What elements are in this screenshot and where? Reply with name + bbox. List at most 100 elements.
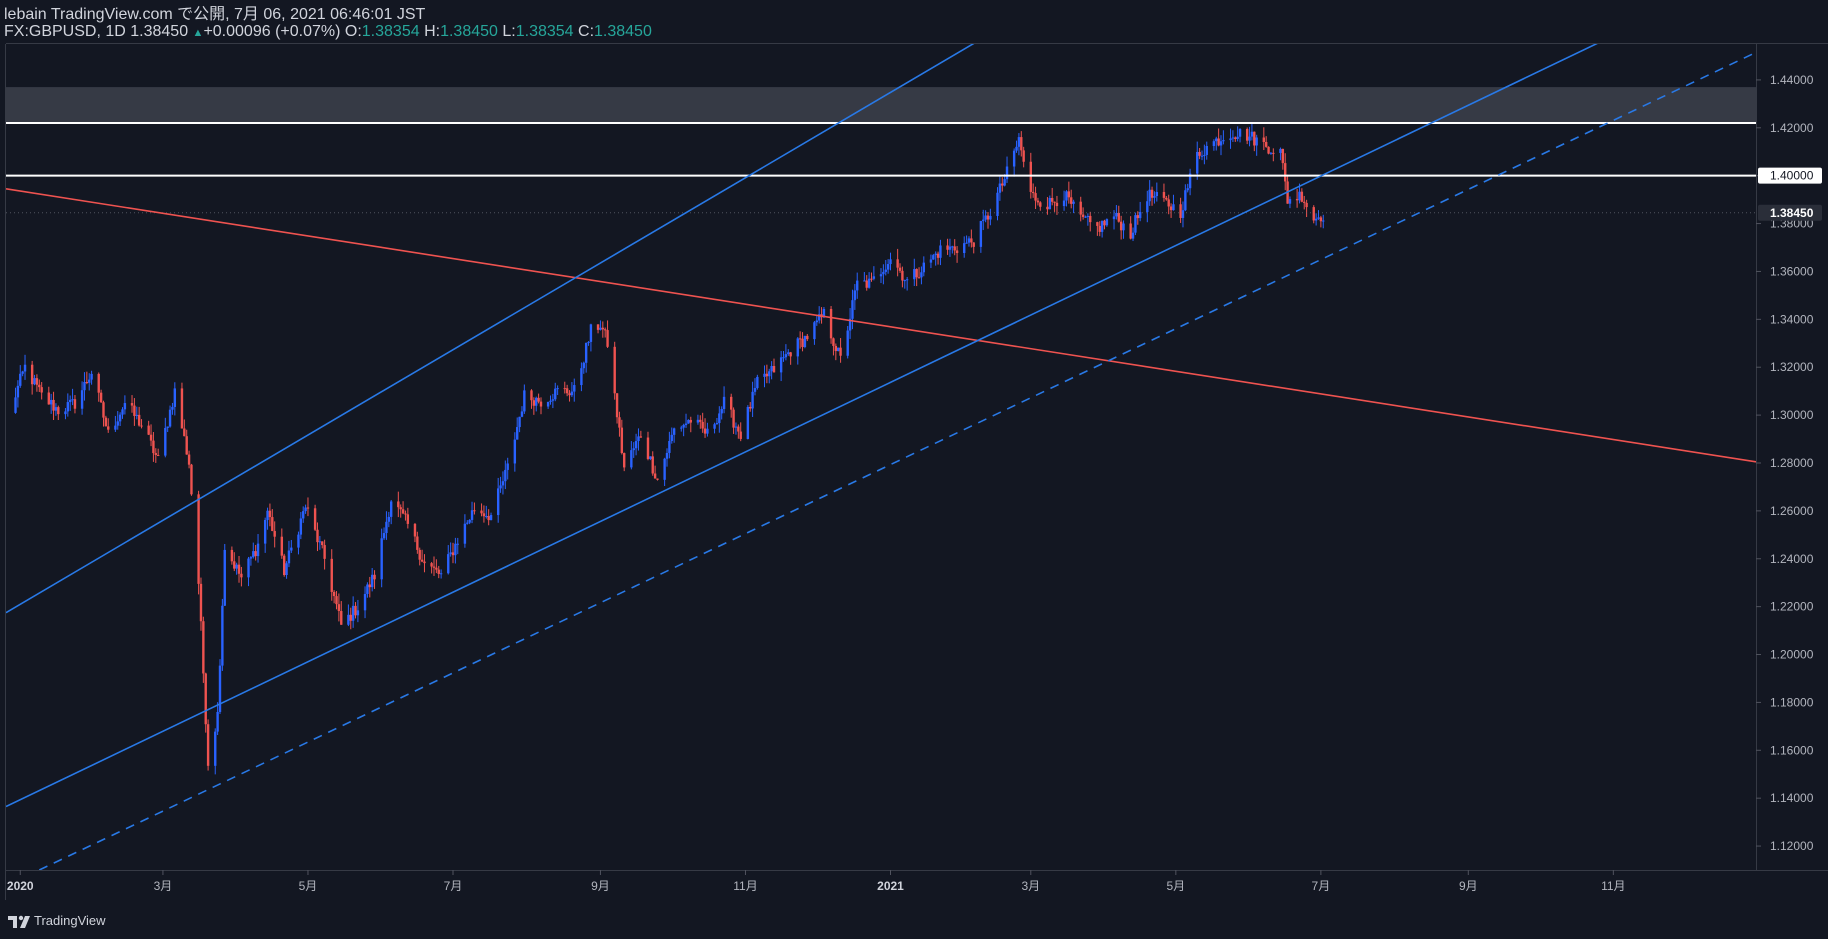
candle	[354, 602, 357, 619]
candle-body	[570, 391, 574, 396]
candle-body	[299, 518, 303, 535]
candle	[380, 528, 383, 588]
candle-body	[447, 554, 450, 574]
candle	[1264, 136, 1268, 148]
candle-body	[1117, 212, 1120, 222]
candle-body	[73, 399, 77, 409]
candle-body	[718, 413, 721, 424]
candle	[863, 272, 866, 282]
candle	[1105, 218, 1109, 227]
candle	[57, 405, 60, 420]
symbol-text[interactable]: FX:GBPUSD, 1D 1.38450	[4, 23, 189, 40]
high-label: H:	[424, 23, 441, 40]
candle-body	[19, 373, 22, 386]
candle-body	[1084, 216, 1087, 218]
candle-body	[404, 513, 407, 515]
candle	[1053, 201, 1056, 212]
candle	[637, 428, 640, 451]
candle	[30, 360, 34, 395]
candle-body	[287, 550, 291, 564]
candle-body	[249, 557, 253, 559]
candle	[168, 405, 172, 428]
candle-body	[263, 519, 267, 544]
price-axis[interactable]: 1.12000 1.14000 1.16000 1.18000 1.20000 1.220…	[1756, 73, 1822, 853]
price-chart[interactable]: 1.12000 1.14000 1.16000 1.18000 1.20000 1.220…	[0, 0, 1828, 900]
candle-body	[806, 335, 809, 340]
candle	[1219, 135, 1223, 156]
candle	[955, 246, 959, 263]
drawings-layer[interactable]	[6, 0, 1756, 870]
candle	[240, 566, 243, 587]
candle-body	[996, 192, 999, 216]
candle	[413, 522, 417, 543]
candle	[1079, 196, 1082, 222]
candle	[772, 358, 776, 373]
candle-body	[306, 507, 310, 509]
tradingview-logo[interactable]: TradingView	[8, 913, 106, 928]
candle	[1217, 128, 1220, 147]
candle-body	[99, 392, 103, 403]
candle	[1138, 201, 1142, 222]
candle	[297, 531, 300, 555]
candle	[530, 389, 533, 409]
candle-body	[1219, 141, 1223, 146]
y-tick-label: 1.34000	[1770, 312, 1814, 326]
candle	[432, 556, 436, 576]
candle-body	[813, 322, 816, 340]
candle-body	[1046, 206, 1049, 210]
candle-body	[347, 614, 350, 625]
candle	[14, 387, 17, 414]
candle-body	[516, 427, 519, 440]
candle-body	[489, 515, 493, 521]
candle-body	[1162, 192, 1166, 198]
candle-body	[637, 436, 640, 442]
candle	[1295, 188, 1299, 208]
close-label: C:	[578, 23, 595, 40]
candle	[52, 391, 55, 421]
candle-body	[302, 511, 305, 519]
candle	[90, 370, 93, 385]
candle	[88, 373, 91, 391]
y-tick-label: 1.18000	[1770, 695, 1814, 709]
candle-body	[618, 417, 621, 428]
candle	[423, 554, 426, 573]
candle-body	[632, 448, 635, 451]
candle	[813, 320, 816, 345]
candle	[746, 405, 750, 440]
candle-body	[154, 453, 157, 455]
candle-body	[1231, 137, 1235, 139]
candle-body	[713, 424, 716, 429]
candle	[630, 441, 633, 470]
candle-body	[1236, 136, 1239, 139]
candle	[271, 509, 274, 532]
candle-body	[989, 215, 992, 220]
candle	[620, 419, 624, 455]
candle-body	[936, 253, 940, 258]
candle	[568, 390, 571, 402]
candle	[140, 419, 143, 429]
candle-body	[922, 262, 925, 273]
candle-body	[837, 347, 840, 351]
candle	[1169, 203, 1173, 218]
candle-body	[504, 469, 507, 482]
candle	[1039, 201, 1042, 211]
candle-body	[701, 421, 704, 429]
candle	[382, 527, 386, 541]
candle-body	[668, 440, 671, 453]
candle-body	[970, 238, 973, 243]
candle	[963, 236, 966, 258]
open-label: O:	[344, 23, 362, 40]
candle-body	[1089, 215, 1092, 223]
candle	[599, 320, 602, 331]
candle	[470, 501, 474, 524]
candle-body	[1322, 220, 1325, 222]
candle	[73, 395, 77, 414]
candle	[482, 505, 486, 523]
candle-body	[266, 510, 269, 520]
y-tick-label: 1.30000	[1770, 408, 1814, 422]
candle	[399, 504, 402, 518]
candle-body	[271, 517, 274, 531]
candle	[684, 413, 688, 428]
candle-body	[1312, 207, 1315, 221]
time-axis[interactable]: 2020 3月 5月 7月 9月 11月 2021 3月 5月 7月 9月 11月	[7, 870, 1626, 893]
